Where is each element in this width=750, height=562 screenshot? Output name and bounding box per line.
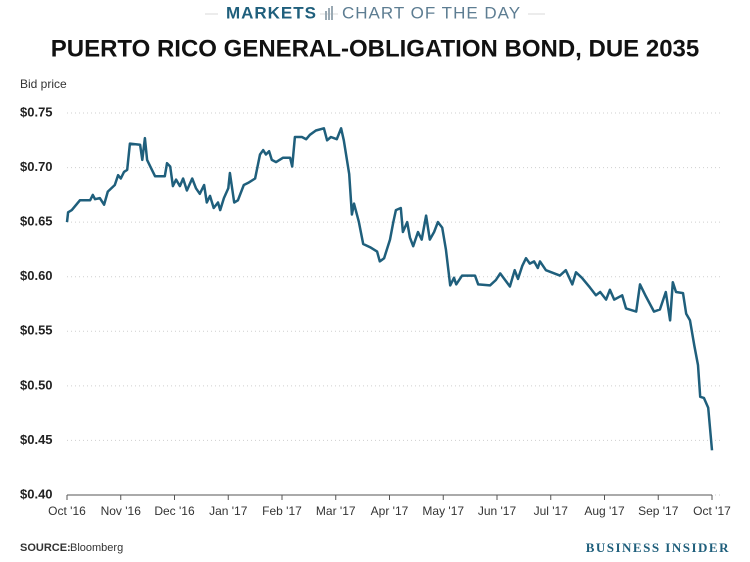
kicker-sub: CHART OF THE DAY (342, 3, 521, 22)
y-tick-label: $0.70 (20, 159, 53, 174)
y-axis-label: Bid price (20, 77, 67, 91)
x-tick-label: Jul '17 (534, 504, 569, 518)
y-tick-label: $0.40 (20, 486, 53, 501)
kicker-icon (325, 6, 333, 20)
y-tick-label: $0.65 (20, 214, 53, 229)
x-tick-label: Jan '17 (209, 504, 248, 518)
x-tick-label: Aug '17 (584, 504, 625, 518)
x-tick-label: Oct '17 (693, 504, 731, 518)
chart-title: PUERTO RICO GENERAL-OBLIGATION BOND, DUE… (51, 35, 700, 62)
y-tick-label: $0.60 (20, 268, 53, 283)
x-tick-label: Oct '16 (48, 504, 86, 518)
x-tick-label: Apr '17 (371, 504, 409, 518)
x-tick-label: Mar '17 (316, 504, 356, 518)
data-line (65, 127, 714, 451)
x-tick-label: Dec '16 (154, 504, 195, 518)
source: Bloomberg (70, 542, 123, 554)
y-tick-label: $0.45 (20, 432, 53, 447)
source-label: SOURCE: (20, 542, 71, 554)
x-tick-label: May '17 (422, 504, 464, 518)
x-tick-label: Feb '17 (262, 504, 302, 518)
y-tick-label: $0.50 (20, 377, 53, 392)
x-tick-label: Sep '17 (638, 504, 679, 518)
y-tick-label: $0.75 (20, 104, 53, 119)
y-tick-label: $0.55 (20, 323, 53, 338)
brand: BUSINESS INSIDER (586, 540, 730, 555)
x-tick-label: Jun '17 (478, 504, 517, 518)
header-bg (338, 4, 528, 24)
x-tick-label: Nov '16 (101, 504, 142, 518)
kicker: MARKETS (226, 3, 317, 22)
header-bg (218, 4, 320, 24)
